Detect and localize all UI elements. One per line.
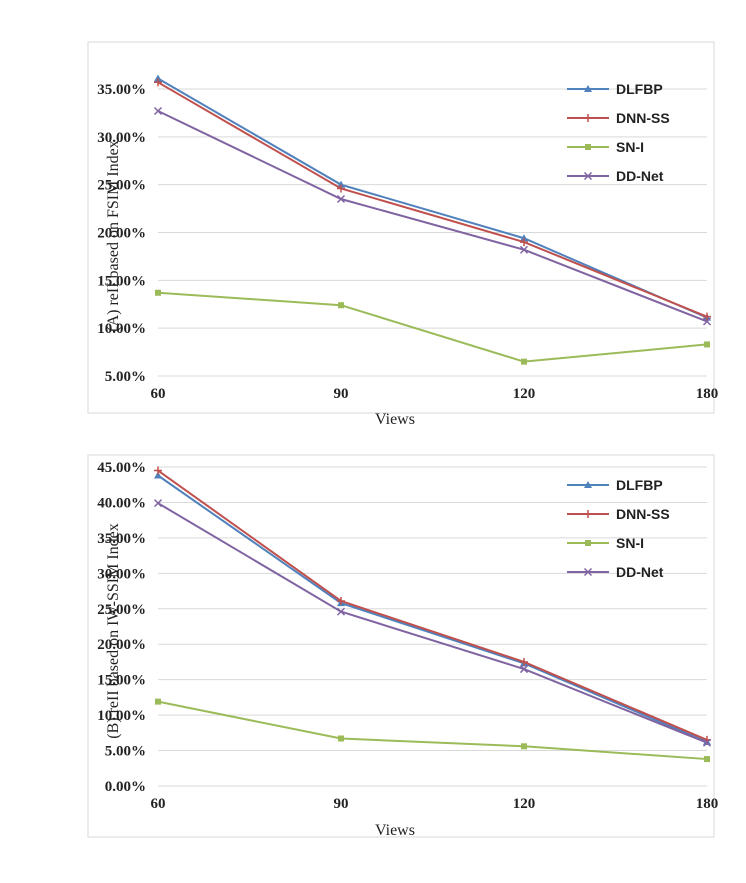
chart-a-x-axis-title: Views [375, 411, 415, 428]
chart-b-point-sn-i [155, 698, 161, 705]
chart-a-y-tick-label: 10.00% [97, 321, 146, 337]
chart-a-point-dlfbp [154, 74, 162, 82]
chart-a-legend-label-dd-net: DD-Net [616, 168, 664, 184]
chart-a-gridlines [158, 88, 707, 377]
chart-a-legend-label-sn-i: SN-I [616, 139, 644, 155]
chart-b-series-line-dd-net [157, 502, 708, 744]
chart-a-y-tick-label: 15.00% [97, 273, 146, 289]
chart-a-x-tick-label: 60 [151, 386, 166, 402]
chart-b-y-tick-label: 30.00% [97, 566, 146, 582]
chart-a-legend-marker-sn-i [585, 144, 591, 150]
chart-b-y-ticks: 0.00% 5.00% 10.00% 15.00% 20.00% 25.00% 30.00%… [97, 460, 146, 795]
chart-a-y-tick-label: 30.00% [97, 130, 146, 146]
chart-a-point-dlfbp [520, 234, 528, 242]
chart-b-point-sn-i [338, 735, 344, 742]
chart-a-y-tick-label: 35.00% [97, 82, 146, 98]
chart-a-point-sn-i [338, 302, 344, 309]
chart-a-frame [87, 41, 715, 414]
chart-a-y-axis-title: (A) reII based on FSIM Index [105, 140, 122, 332]
chart-a-point-dnn-ss [520, 238, 528, 247]
chart-a-point-sn-i [521, 358, 527, 365]
chart-a-point-dd-net [336, 194, 346, 204]
chart-b-y-tick-label: 45.00% [97, 460, 146, 476]
chart-a-legend-marker-dlfbp [584, 85, 592, 92]
chart-b-x-tick-label: 90 [334, 796, 349, 812]
chart-b-y-tick-label: 0.00% [105, 779, 146, 795]
chart-b-legend-label-dd-net: DD-Net [616, 564, 664, 580]
chart-a-point-dd-net [519, 245, 529, 254]
chart-a-x-tick-label: 90 [334, 386, 349, 402]
chart-a: 5.00% 10.00% 15.00% 20.00% 25.00% 30.00% 35.00… [87, 41, 719, 428]
chart-b-point-sn-i [704, 756, 710, 763]
chart-a-y-tick-label: 5.00% [105, 369, 146, 385]
chart-a-series-line-sn-i [157, 291, 708, 363]
chart-a-series [153, 74, 712, 365]
chart-b-point-dlfbp [154, 471, 162, 479]
chart-b-legend-label-dnn-ss: DNN-SS [616, 506, 670, 522]
chart-a-series-line-dd-net [157, 110, 708, 323]
chart-b-legend-marker-dnn-ss [584, 510, 592, 518]
chart-b-point-dd-net [336, 607, 346, 616]
chart-a-series-line-dnn-ss [157, 81, 708, 318]
chart-a-x-tick-label: 180 [696, 386, 719, 402]
chart-a-y-tick-label: 25.00% [97, 178, 146, 194]
chart-a-y-tick-label: 20.00% [97, 226, 146, 242]
chart-b-series-line-sn-i [157, 700, 708, 761]
chart-b-y-tick-label: 35.00% [97, 531, 146, 547]
chart-b-point-dd-net [702, 738, 712, 747]
chart-b-legend: DLFBP DNN-SS SN-I DD-Net [567, 477, 670, 580]
chart-b-legend-marker-dd-net [583, 567, 593, 577]
chart-b-x-tick-label: 60 [151, 796, 166, 812]
chart-a-x-ticks: 60 90 120 180 [151, 386, 719, 402]
chart-b-legend-marker-sn-i [585, 540, 591, 546]
chart-b-series-line-dlfbp [157, 474, 708, 743]
chart-b-series-line-dnn-ss [157, 469, 708, 741]
chart-b-y-axis-title: (B) reII based on IW-SSIM Index [105, 523, 122, 739]
chart-b-legend-label-dlfbp: DLFBP [616, 477, 663, 493]
chart-b-x-ticks: 60 90 120 180 [151, 796, 719, 812]
chart-a-series-line-dlfbp [157, 77, 708, 319]
chart-b-point-dnn-ss [154, 466, 162, 475]
chart-a-point-sn-i [155, 289, 161, 296]
chart-b-y-tick-label: 20.00% [97, 637, 146, 653]
chart-a-point-dnn-ss [154, 78, 162, 87]
chart-b-frame [87, 454, 715, 838]
chart-b-legend-label-sn-i: SN-I [616, 535, 644, 551]
chart-b-x-tick-label: 120 [513, 796, 536, 812]
chart-a-point-dd-net [153, 106, 163, 116]
chart-b-point-dd-net [153, 499, 163, 508]
chart-b-point-dnn-ss [520, 657, 528, 666]
chart-b-x-tick-label: 180 [696, 796, 719, 812]
chart-a-point-dnn-ss [703, 312, 711, 321]
chart-a-point-dnn-ss [337, 184, 345, 193]
chart-a-legend-marker-dd-net [583, 171, 593, 181]
chart-b-gridlines [158, 466, 707, 787]
chart-b-series [153, 466, 712, 763]
chart-a-legend-label-dnn-ss: DNN-SS [616, 110, 670, 126]
chart-b: 0.00% 5.00% 10.00% 15.00% 20.00% 25.00% 30.00%… [87, 454, 719, 839]
chart-a-point-dd-net [702, 317, 712, 326]
chart-b-legend-marker-dlfbp [584, 481, 592, 488]
chart-a-legend-marker-dnn-ss [584, 114, 592, 122]
chart-a-point-sn-i [704, 341, 710, 348]
chart-b-y-tick-label: 10.00% [97, 708, 146, 724]
chart-b-y-tick-label: 5.00% [105, 744, 146, 760]
chart-a-y-ticks: 5.00% 10.00% 15.00% 20.00% 25.00% 30.00% 35.00… [97, 82, 146, 385]
chart-a-legend: DLFBP DNN-SS SN-I DD-Net [567, 81, 670, 184]
chart-b-point-sn-i [521, 743, 527, 750]
chart-b-y-tick-label: 15.00% [97, 673, 146, 689]
chart-a-x-tick-label: 120 [513, 386, 536, 402]
chart-b-point-dnn-ss [337, 596, 345, 605]
chart-a-point-dlfbp [337, 180, 345, 188]
chart-b-y-tick-label: 40.00% [97, 495, 146, 511]
chart-b-y-tick-label: 25.00% [97, 602, 146, 618]
chart-a-legend-label-dlfbp: DLFBP [616, 81, 663, 97]
chart-b-point-dd-net [519, 665, 529, 674]
chart-b-x-axis-title: Views [375, 822, 415, 839]
